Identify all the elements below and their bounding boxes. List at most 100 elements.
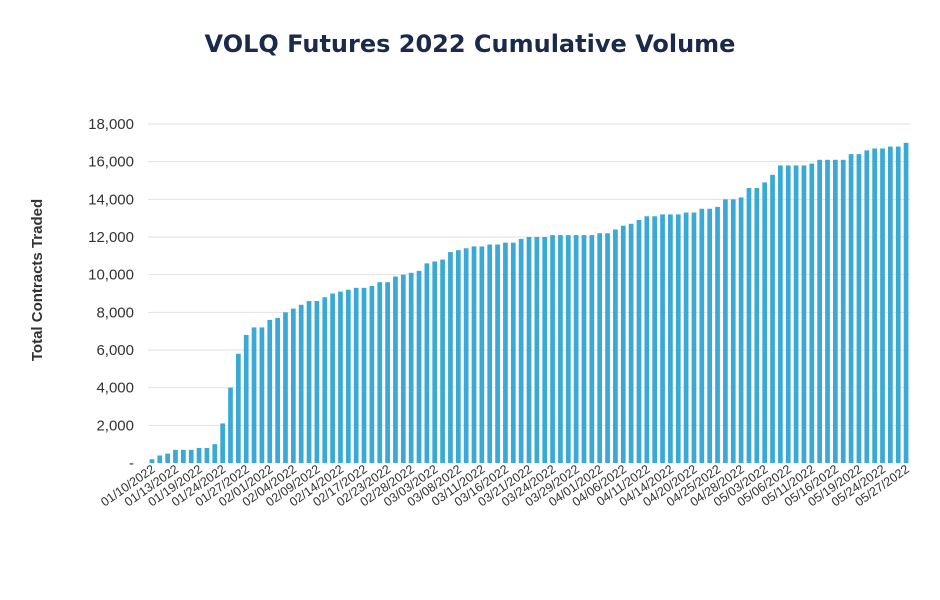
bar (856, 154, 862, 463)
bar (597, 233, 603, 463)
bar (738, 197, 744, 463)
bar (809, 163, 815, 464)
bar (345, 289, 351, 463)
bar (715, 206, 720, 463)
bar (448, 252, 453, 463)
bar (605, 233, 610, 463)
y-tick-label: 4,000 (96, 380, 134, 397)
bar (165, 453, 170, 463)
bar (204, 447, 210, 463)
bar (660, 214, 665, 463)
bar (668, 214, 673, 463)
y-tick-label: - (129, 455, 134, 472)
y-axis-label: Total Contracts Traded (29, 199, 46, 361)
bar (526, 237, 532, 463)
bar (487, 244, 493, 463)
bar (275, 317, 280, 463)
bar (259, 327, 265, 463)
bar (196, 447, 202, 463)
bar (503, 242, 508, 463)
bar (848, 154, 854, 463)
y-tick-label: 6,000 (96, 342, 134, 359)
bar (864, 150, 870, 463)
bar (785, 165, 791, 463)
bar (212, 444, 218, 463)
bar (636, 220, 642, 463)
bar (455, 250, 461, 463)
bar (691, 212, 697, 463)
bar (518, 238, 524, 463)
bar (833, 159, 838, 464)
bar (353, 287, 359, 463)
bar (840, 159, 846, 464)
bar (479, 246, 485, 463)
bar (330, 293, 335, 463)
bar (801, 165, 807, 463)
bar (361, 287, 367, 463)
bar (463, 248, 469, 463)
bar (895, 146, 901, 463)
bar (322, 297, 328, 463)
bar (283, 312, 288, 463)
bar (228, 387, 233, 463)
bar (149, 459, 155, 463)
bar (683, 212, 689, 463)
bar (675, 214, 681, 463)
bar (613, 229, 618, 463)
bar (173, 449, 178, 463)
bar (369, 285, 375, 463)
bar (393, 276, 398, 463)
bar (400, 274, 406, 463)
bar (188, 449, 194, 463)
bar (298, 304, 304, 463)
bar (565, 235, 571, 463)
bar (385, 282, 390, 463)
y-tick-label: 14,000 (88, 191, 134, 208)
bar (306, 301, 312, 463)
bar (180, 449, 186, 463)
bar (620, 225, 626, 463)
y-tick-label: 12,000 (88, 229, 134, 246)
bar (534, 237, 540, 463)
bars (149, 142, 909, 464)
bar (699, 208, 705, 463)
y-axis-ticks: - 2,000 4,000 6,000 8,000 10,000 12,000 14,000 1… (88, 116, 134, 472)
bar (432, 261, 438, 463)
bar (408, 272, 414, 463)
bar (377, 282, 383, 463)
bar (903, 142, 909, 464)
bar (589, 235, 595, 463)
bar (872, 148, 878, 463)
bar (251, 327, 257, 463)
bar (440, 259, 445, 463)
bar (573, 235, 579, 463)
bar (424, 263, 430, 463)
bar (888, 146, 893, 463)
bar (290, 308, 296, 463)
bar (754, 188, 760, 464)
bar (542, 237, 548, 463)
x-axis-ticks: 01/10/202201/13/202201/19/202201/24/2022… (98, 462, 911, 509)
bar (793, 165, 799, 463)
bar (243, 334, 249, 463)
bar (644, 216, 650, 463)
y-tick-label: 10,000 (88, 267, 134, 284)
bar (730, 199, 736, 464)
y-tick-label: 2,000 (96, 417, 134, 434)
bar (628, 223, 634, 463)
bar (510, 242, 516, 463)
bar (746, 188, 752, 464)
bar (652, 216, 658, 463)
y-tick-label: 8,000 (96, 304, 134, 321)
bar (338, 291, 343, 463)
bar (825, 159, 830, 464)
bar (550, 235, 555, 463)
bar (267, 319, 273, 463)
bar (880, 148, 885, 463)
chart-title: VOLQ Futures 2022 Cumulative Volume (204, 30, 736, 58)
bar (157, 455, 163, 463)
bar (817, 159, 823, 464)
bar (495, 244, 500, 463)
